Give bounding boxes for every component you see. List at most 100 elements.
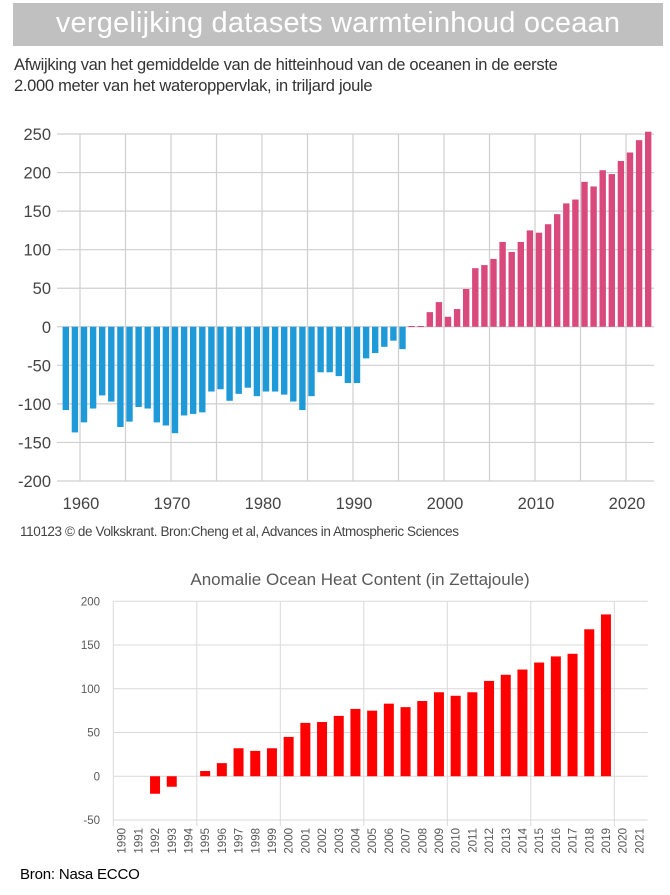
chart1-bar-2000 <box>444 316 452 327</box>
chart2-x-tick-label: 2020 <box>618 828 630 854</box>
chart2-x-tick-label: 2004 <box>350 827 362 853</box>
chart2-bar-2009 <box>433 692 444 777</box>
chart2-bar-2008 <box>417 701 428 777</box>
chart2-bars <box>150 614 611 794</box>
chart1-bar-2007 <box>508 251 515 327</box>
chart2-x-tick-label: 1996 <box>217 828 229 854</box>
chart1-bar-2015 <box>581 181 588 327</box>
chart1-bar-1963 <box>108 326 115 402</box>
chart1-bar-2021 <box>635 140 643 327</box>
chart1-bar-1988 <box>335 326 342 377</box>
chart2-bar-1993 <box>166 776 177 787</box>
chart2-x-tick-label: 1999 <box>267 828 279 854</box>
chart1-bar-1969 <box>162 326 170 426</box>
chart2-source: Bron: Nasa ECCO <box>20 866 140 883</box>
chart2-x-tick-label: 1991 <box>133 828 145 854</box>
chart2-x-tick-label: 2002 <box>317 828 329 854</box>
chart1-bar-2020 <box>626 152 634 327</box>
chart1-x-tick-label: 1990 <box>336 495 373 513</box>
chart2-x-tick-label: 2016 <box>551 828 563 854</box>
chart2-x-tick-label: 1998 <box>250 828 262 854</box>
title-banner: vergelijking datasets warmteinhoud oceaa… <box>13 3 663 46</box>
chart1-bar-2011 <box>544 224 552 327</box>
chart1-bar-1979 <box>253 326 261 397</box>
chart1-bar-2003 <box>472 268 479 327</box>
chart1-bar-1997 <box>417 326 424 328</box>
chart2-bar-2000 <box>283 736 294 777</box>
chart1-bar-2005 <box>490 258 497 327</box>
chart2-x-tick-label: 2006 <box>384 828 396 854</box>
chart2-bar-1999 <box>266 748 277 777</box>
chart1-bar-2016 <box>590 186 597 327</box>
chart1-bar-1958 <box>62 326 69 411</box>
chart2-bar-2006 <box>383 703 394 777</box>
chart1-bar-1975 <box>217 326 224 390</box>
chart2-x-tick-label: 2012 <box>484 828 496 854</box>
page-title: vergelijking datasets warmteinhoud oceaa… <box>55 7 621 39</box>
chart2-x-tick-label: 2017 <box>568 828 580 854</box>
chart2-x-tick-label: 2005 <box>367 828 379 854</box>
chart1-bar-2006 <box>499 241 506 327</box>
chart1-bar-1985 <box>308 326 315 397</box>
chart1-bar-1964 <box>117 326 124 428</box>
chart2-bar-2019 <box>600 614 611 777</box>
chart1-bar-1968 <box>153 326 160 423</box>
chart2-bar-2004 <box>350 708 361 777</box>
chart2-x-tick-label: 2008 <box>417 828 429 854</box>
chart1-bar-1989 <box>344 326 352 384</box>
chart2-bar-2007 <box>400 707 411 777</box>
chart1-bar-1995 <box>399 326 406 350</box>
chart1-bar-1970 <box>171 326 179 434</box>
chart2-y-tick-label: 0 <box>94 771 100 783</box>
chart1-y-tick-label: 250 <box>23 126 51 144</box>
chart1-y-tick-label: 150 <box>23 203 51 221</box>
chart1-bar-2014 <box>572 199 579 327</box>
chart1-bar-2001 <box>453 309 461 327</box>
chart1-y-tick-label: 50 <box>33 280 51 298</box>
chart1-bar-1993 <box>381 326 388 347</box>
chart1-bar-1991 <box>362 326 370 359</box>
subtitle-line-2: 2.000 meter van het wateroppervlak, in t… <box>14 77 373 95</box>
chart1-bar-1982 <box>281 326 288 395</box>
chart1-x-tick-label: 1970 <box>154 495 191 513</box>
chart1-y-tick-label: 200 <box>23 165 51 183</box>
chart1-y-tick-label: -100 <box>18 396 51 414</box>
chart1-bar-1983 <box>290 326 297 402</box>
chart1-bar-1994 <box>390 326 397 341</box>
chart1-bar-1972 <box>190 326 197 414</box>
chart1-bar-1959 <box>71 326 79 433</box>
chart2-x-tick-label: 1992 <box>150 828 162 854</box>
chart1-x-tick-label: 1960 <box>63 495 100 513</box>
chart2-bar-2016 <box>550 656 561 777</box>
chart1-x-tick-label: 1980 <box>245 495 282 513</box>
chart2-x-tick-label: 1995 <box>200 828 212 854</box>
chart1-bar-1981 <box>271 326 279 392</box>
chart2-y-tick-label: 100 <box>81 684 100 696</box>
chart1-bar-1980 <box>262 326 270 392</box>
chart1-bar-2012 <box>554 214 561 327</box>
chart1-bar-1966 <box>135 326 142 407</box>
chart1-bar-1974 <box>208 326 215 392</box>
chart1-bar-1992 <box>372 326 379 353</box>
chart2-bar-1995 <box>200 771 211 777</box>
chart1-bar-2010 <box>535 232 543 327</box>
chart1-bar-1987 <box>326 326 333 373</box>
chart2-bar-2005 <box>367 710 378 777</box>
chart2-x-tick-label: 2007 <box>401 828 413 854</box>
chart2-x-tick-label: 1994 <box>183 827 195 853</box>
chart1-bar-1986 <box>317 326 324 373</box>
chart2-x-tick-label: 2019 <box>601 828 613 854</box>
chart1-bar-1996 <box>408 326 415 328</box>
chart1-bar-1971 <box>180 326 188 416</box>
chart2-y-tick-label: 150 <box>81 640 100 652</box>
chart1-x-axis: 1960 1970 1980 1990 2000 2010 2020 <box>63 495 646 513</box>
chart1-bar-1967 <box>144 326 151 409</box>
chart2-y-tick-label: 200 <box>81 596 100 608</box>
chart1-bars <box>62 131 652 434</box>
chart2-bar-2010 <box>450 695 461 777</box>
chart1-bar-2017 <box>599 170 606 327</box>
chart1-x-tick-label: 2000 <box>427 495 464 513</box>
chart1-bar-1990 <box>353 326 361 384</box>
chart2-bar-2001 <box>300 722 311 777</box>
